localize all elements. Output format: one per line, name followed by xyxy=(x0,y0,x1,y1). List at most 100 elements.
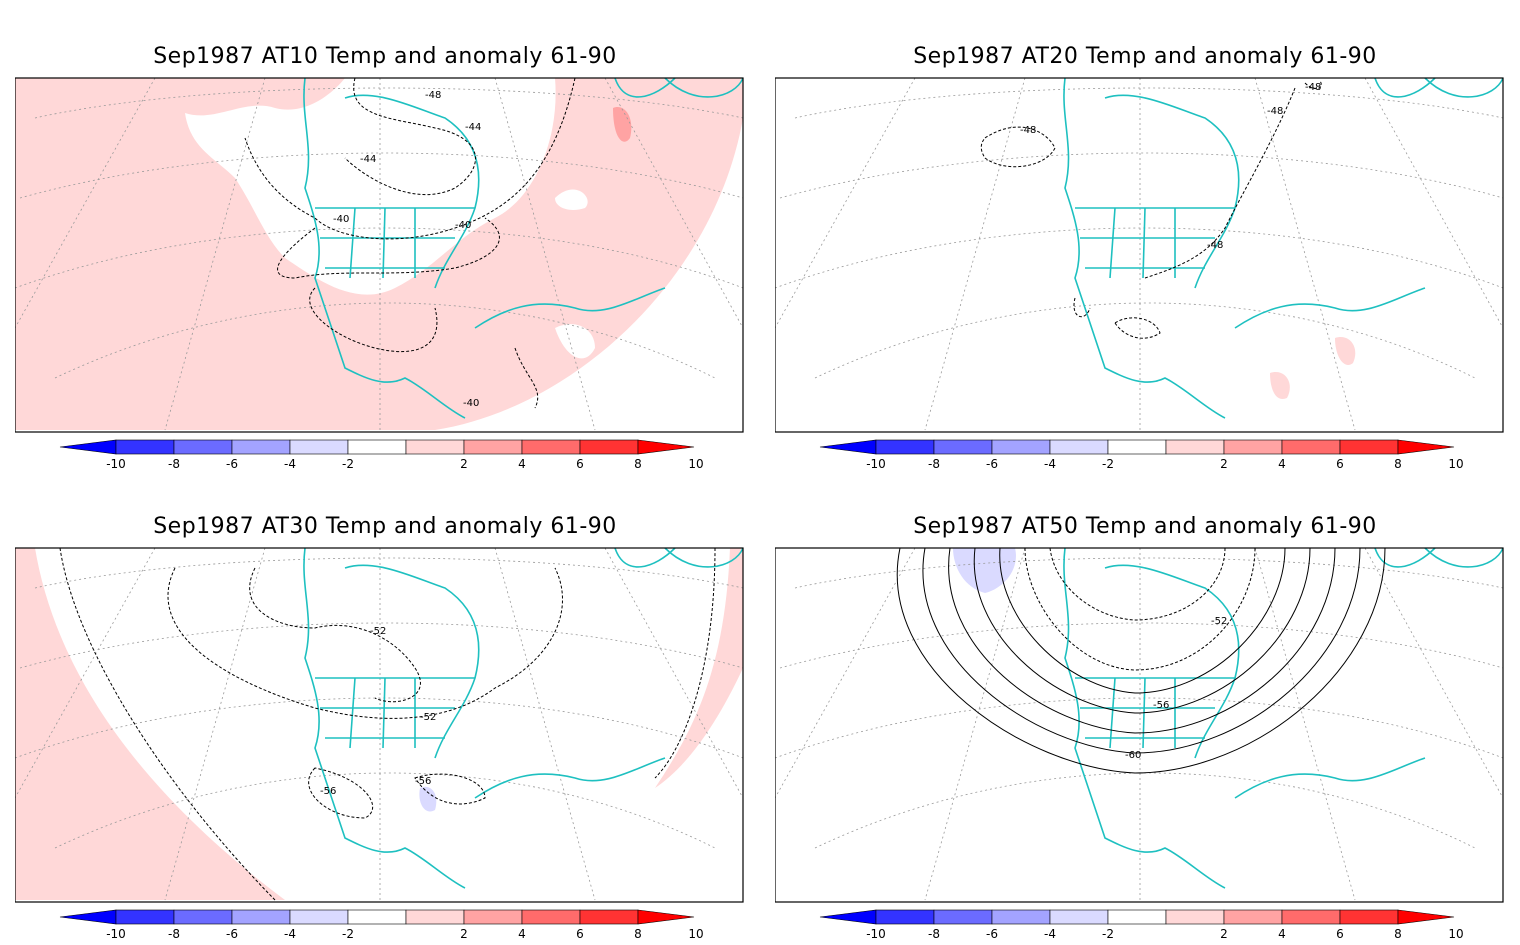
colorbar-tick-label: -10 xyxy=(106,457,126,471)
colorbar-arrow-high xyxy=(1397,439,1455,455)
panel-at50: Sep1987 AT50 Temp and anomaly 61-90 xyxy=(775,470,1515,941)
colorbar-segment xyxy=(521,909,581,925)
colorbar-segment xyxy=(1107,439,1167,455)
colorbar-tick-label: -6 xyxy=(226,927,238,941)
anomaly-neutral-region xyxy=(185,78,556,295)
map-at10: -48 -44 -44 -40 -40 -40 -10 -8 -6 -4 -2 2 4 6 8 1… xyxy=(15,77,744,471)
colorbar-tick-label: -8 xyxy=(168,457,180,471)
colorbar-segment xyxy=(173,909,233,925)
colorbar-tick-label: -6 xyxy=(226,457,238,471)
panel-at20: Sep1987 AT20 Temp and anomaly 61-90 xyxy=(775,0,1515,471)
colorbar-segment xyxy=(933,909,993,925)
colorbar-tick-label: 4 xyxy=(518,457,526,471)
contour-label: -44 xyxy=(465,122,481,133)
colorbar: -10 -8 -6 -4 -2 2 4 6 8 10 xyxy=(819,909,1464,941)
colorbar-tick-label: 6 xyxy=(576,927,584,941)
colorbar-segment xyxy=(289,439,349,455)
colorbar-tick-label: 4 xyxy=(518,927,526,941)
colorbar-segment xyxy=(173,439,233,455)
map-frame xyxy=(775,77,1504,433)
contour-label: -52 xyxy=(420,712,436,723)
anomaly-cold-region xyxy=(419,786,437,812)
map-at50: -52 -56 -60 -10 -8 -6 -4 -2 2 4 6 8 10 xyxy=(775,547,1504,941)
map-frame xyxy=(15,547,744,903)
colorbar-segment xyxy=(1281,439,1341,455)
panel-title: Sep1987 AT10 Temp and anomaly 61-90 xyxy=(153,44,617,69)
colorbar-tick-label: 8 xyxy=(1394,457,1402,471)
contour-label: -40 xyxy=(455,220,471,231)
anomaly-warm-mid-region xyxy=(613,107,632,142)
colorbar-tick-label: -4 xyxy=(284,927,296,941)
contours xyxy=(59,547,716,901)
panel-at10: Sep1987 AT10 Temp and anomaly 61-90 xyxy=(15,0,755,471)
colorbar-tick-label: 6 xyxy=(576,457,584,471)
colorbar-tick-label: 4 xyxy=(1278,927,1286,941)
colorbar-segment xyxy=(347,909,407,925)
anomaly-cold-region xyxy=(953,548,1016,593)
contour-label: -56 xyxy=(1153,700,1169,711)
colorbar-tick-label: 2 xyxy=(460,927,468,941)
colorbar-arrow-high xyxy=(637,439,695,455)
colorbar-tick-label: 8 xyxy=(634,927,642,941)
colorbar-tick-label: -4 xyxy=(1044,457,1056,471)
colorbar-segment xyxy=(875,909,935,925)
contour-label: -60 xyxy=(1125,750,1141,761)
anomaly-warm-region xyxy=(1335,337,1356,366)
colorbar-segment xyxy=(1281,909,1341,925)
map-frame xyxy=(775,547,1504,903)
contour-label: -56 xyxy=(415,776,431,787)
graticule xyxy=(775,547,1504,901)
contour-label: -48 xyxy=(1020,125,1036,136)
colorbar: -10 -8 -6 -4 -2 2 4 6 8 10 xyxy=(819,439,1464,471)
coastline xyxy=(303,547,744,889)
contour-label: -48 xyxy=(425,90,441,101)
colorbar-segment xyxy=(1165,439,1225,455)
contour-label: -52 xyxy=(370,626,386,637)
colorbar-tick-label: 2 xyxy=(460,457,468,471)
colorbar-tick-label: -8 xyxy=(928,457,940,471)
contours xyxy=(980,80,1322,339)
map-at20: -48 -48 -48 -48 -10 -8 -6 -4 -2 2 4 6 8 10 xyxy=(775,77,1504,471)
graticule xyxy=(15,77,744,431)
colorbar-tick-label: 10 xyxy=(688,927,703,941)
colorbar-tick-label: 6 xyxy=(1336,457,1344,471)
colorbar-segment xyxy=(231,909,291,925)
colorbar-tick-label: 6 xyxy=(1336,927,1344,941)
contour-label: -40 xyxy=(333,214,349,225)
colorbar-segment xyxy=(991,439,1051,455)
colorbar-arrow-high xyxy=(637,909,695,925)
colorbar-tick-label: -8 xyxy=(928,927,940,941)
colorbar-segment xyxy=(463,909,523,925)
colorbar-segment xyxy=(1107,909,1167,925)
contours xyxy=(896,547,1386,774)
colorbar-tick-label: 2 xyxy=(1220,927,1228,941)
colorbar-segment xyxy=(115,439,175,455)
map-at30: -52 -52 -56 -56 -10 -8 -6 -4 -2 2 4 6 8 10 xyxy=(15,547,744,941)
colorbar-segment xyxy=(231,439,291,455)
colorbar-tick-label: -6 xyxy=(986,927,998,941)
colorbar-tick-label: -10 xyxy=(866,457,886,471)
colorbar-tick-label: -4 xyxy=(1044,927,1056,941)
colorbar-tick-label: -4 xyxy=(284,457,296,471)
colorbar-segment xyxy=(1165,909,1225,925)
colorbar-segment xyxy=(405,439,465,455)
contour-label: -52 xyxy=(1211,616,1227,627)
colorbar-segment xyxy=(1223,909,1283,925)
anomaly-neutral-region xyxy=(555,324,595,359)
colorbar-tick-label: 8 xyxy=(634,457,642,471)
contour-label: -48 xyxy=(1267,106,1283,117)
anomaly-neutral-region xyxy=(555,189,588,210)
colorbar-tick-label: -10 xyxy=(106,927,126,941)
colorbar-segment xyxy=(521,439,581,455)
colorbar-tick-label: 10 xyxy=(688,457,703,471)
colorbar-segment xyxy=(1339,909,1399,925)
anomaly-warm-region xyxy=(655,548,743,788)
panel-at30: Sep1987 AT30 Temp and anomaly 61-90 xyxy=(15,470,755,941)
colorbar-tick-label: 2 xyxy=(1220,457,1228,471)
colorbar-tick-label: 8 xyxy=(1394,927,1402,941)
colorbar-tick-label: -2 xyxy=(1102,457,1114,471)
colorbar: -10 -8 -6 -4 -2 2 4 6 8 10 xyxy=(59,909,704,941)
colorbar-segment xyxy=(1223,439,1283,455)
panel-title: Sep1987 AT20 Temp and anomaly 61-90 xyxy=(913,44,1377,69)
colorbar-segment xyxy=(933,439,993,455)
